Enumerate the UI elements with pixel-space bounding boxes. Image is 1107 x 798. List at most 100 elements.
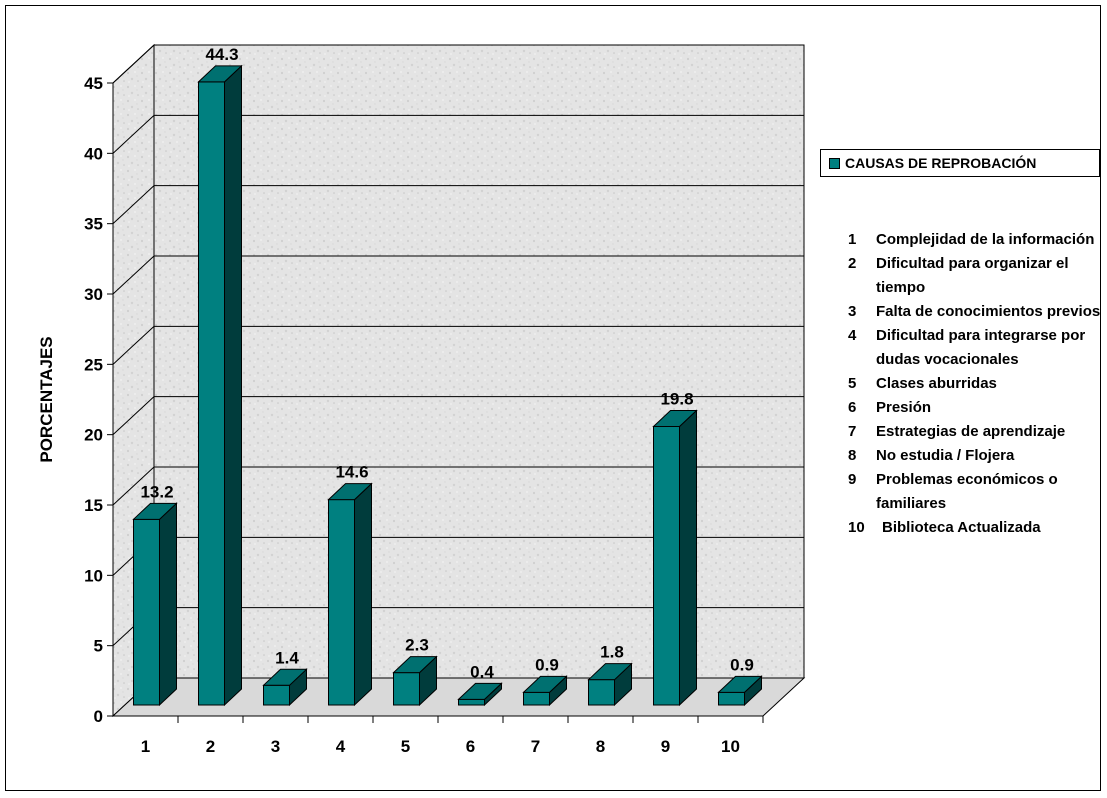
data-label: 0.9 — [730, 655, 754, 674]
x-tick-label: 10 — [721, 737, 740, 756]
bar — [652, 409, 698, 707]
y-tick-label: 10 — [84, 566, 103, 585]
gridline-side — [112, 255, 155, 295]
note-number: 2 — [848, 255, 857, 272]
bar — [197, 64, 243, 707]
x-tick-label: 2 — [206, 737, 215, 756]
note-text: Complejidad de la información — [876, 231, 1095, 248]
note-text: No estudia / Flojera — [876, 447, 1015, 464]
note-text: Biblioteca Actualizada — [882, 519, 1041, 536]
data-label: 2.3 — [405, 636, 429, 655]
x-tick-label: 4 — [336, 737, 346, 756]
note-text: Problemas económicos o familiares — [876, 471, 1058, 512]
category-notes: 1 Complejidad de la información 2 Dificult… — [848, 228, 1106, 540]
y-tick-label: 30 — [84, 285, 103, 304]
note-item: 6 Presión — [848, 396, 1106, 420]
bar-top — [132, 502, 178, 520]
note-number: 9 — [848, 471, 857, 488]
y-tick-label: 45 — [84, 74, 103, 93]
note-number: 10 — [848, 519, 865, 536]
note-number: 6 — [848, 399, 857, 416]
y-tick-label: 0 — [94, 707, 103, 726]
data-label: 1.8 — [600, 643, 624, 662]
bar-side — [159, 502, 177, 707]
back-wall — [153, 44, 805, 679]
note-item: 8 No estudia / Flojera — [848, 444, 1106, 468]
bar-top — [392, 656, 438, 674]
x-tick-label: 1 — [141, 737, 150, 756]
note-item: 3 Falta de conocimientos previos — [848, 300, 1106, 324]
note-number: 3 — [848, 303, 857, 320]
bar-top — [652, 409, 698, 427]
y-tick-label: 20 — [84, 426, 103, 445]
note-number: 1 — [848, 231, 857, 248]
note-text: Falta de conocimientos previos — [876, 303, 1101, 320]
note-text: Dificultad para organizar el tiempo — [876, 255, 1069, 296]
note-item: 1 Complejidad de la información — [848, 228, 1106, 252]
note-text: Estrategias de aprendizaje — [876, 423, 1066, 440]
x-tick-label: 5 — [401, 737, 410, 756]
bar-front — [588, 679, 615, 706]
bar-front — [263, 684, 290, 706]
bar — [587, 662, 633, 707]
bar-front — [718, 691, 745, 706]
y-tick-label: 40 — [84, 144, 103, 163]
note-item: 4 Dificultad para integrarse por dudas vo… — [848, 324, 1106, 372]
bar — [132, 502, 178, 707]
bar-top — [457, 682, 503, 700]
data-label: 0.4 — [470, 662, 494, 681]
bar-top — [587, 663, 633, 681]
legend-swatch — [829, 157, 840, 169]
bar — [327, 482, 373, 707]
x-tick-label: 6 — [466, 737, 475, 756]
bar-top — [717, 675, 763, 693]
bar — [262, 668, 308, 707]
note-item: 10 Biblioteca Actualizada — [848, 516, 1106, 540]
note-item: 5 Clases aburridas — [848, 372, 1106, 396]
bar-front — [198, 81, 225, 706]
note-number: 7 — [848, 423, 857, 440]
data-label: 1.4 — [275, 648, 299, 667]
bar-side — [224, 64, 242, 707]
bar — [392, 655, 438, 707]
bar-top — [327, 483, 373, 501]
note-number: 8 — [848, 447, 857, 464]
legend-label: CAUSAS DE REPROBACIÓN — [845, 155, 1037, 171]
x-tick-label: 3 — [271, 737, 280, 756]
note-text: Dificultad para integrarse por dudas voc… — [876, 327, 1086, 368]
note-item: 7 Estrategias de aprendizaje — [848, 420, 1106, 444]
bar-front — [393, 672, 420, 706]
x-tick-label: 8 — [596, 737, 605, 756]
bar-side — [354, 482, 372, 707]
x-tick-label: 9 — [661, 737, 670, 756]
bar-front — [653, 425, 680, 706]
gridline-side — [112, 325, 155, 365]
gridline-side — [112, 114, 155, 154]
bar-front — [523, 691, 550, 706]
bar-front — [458, 698, 485, 706]
y-tick-label: 35 — [84, 215, 103, 234]
note-number: 4 — [848, 327, 857, 344]
y-tick-label: 15 — [84, 496, 103, 515]
data-label: 14.6 — [335, 463, 368, 482]
bar — [522, 675, 568, 707]
x-tick-label: 7 — [531, 737, 540, 756]
bar-top — [522, 675, 568, 693]
y-axis-label: PORCENTAJES — [37, 336, 56, 462]
gridline-side — [112, 466, 155, 506]
y-tick-label: 25 — [84, 355, 103, 374]
y-tick-label: 5 — [94, 637, 103, 656]
bar-front — [328, 499, 355, 706]
bar-top — [262, 668, 308, 686]
gridline-side — [112, 44, 155, 84]
bar — [457, 682, 503, 707]
note-text: Presión — [876, 399, 932, 416]
note-text: Clases aburridas — [876, 375, 997, 392]
gridline-side — [112, 185, 155, 225]
bar-side — [679, 409, 697, 707]
data-label: 19.8 — [660, 389, 693, 408]
data-label: 0.9 — [535, 655, 559, 674]
note-number: 5 — [848, 375, 857, 392]
bar-front — [133, 518, 160, 706]
bar — [717, 675, 763, 707]
